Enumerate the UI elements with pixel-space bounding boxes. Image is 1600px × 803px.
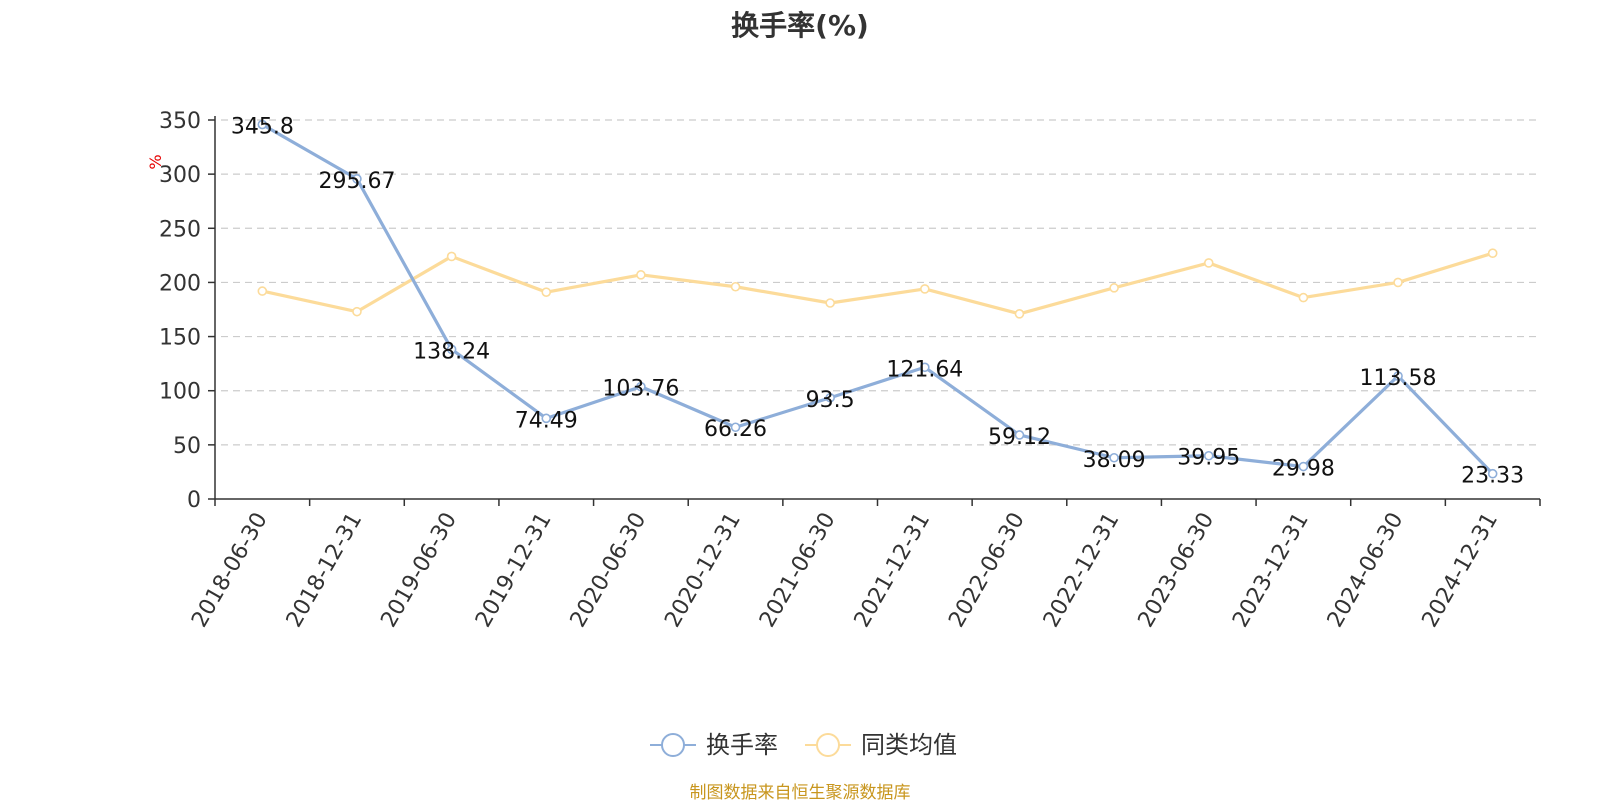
data-label: 295.67 <box>318 169 395 194</box>
data-point <box>1109 283 1119 293</box>
data-label: 113.58 <box>1360 366 1437 391</box>
data-label: 59.12 <box>988 425 1051 450</box>
data-point <box>920 362 930 373</box>
x-tick-label: 2023-12-31 <box>1228 509 1314 632</box>
data-label: 103.76 <box>602 377 679 402</box>
y-tick-label: 50 <box>173 434 201 459</box>
x-tick-label: 2022-06-30 <box>944 509 1030 632</box>
series <box>257 119 1498 479</box>
data-point <box>636 270 646 280</box>
data-labels: 345.8 295.67 138.24 74.49 103.76 66.26 93.5 121… <box>231 115 1524 489</box>
data-point <box>352 306 362 317</box>
data-point <box>920 284 930 294</box>
data-point <box>541 287 552 297</box>
legend[interactable]: 换手率 同类均值 <box>650 731 957 759</box>
data-label: 74.49 <box>515 408 578 433</box>
x-tick-label: 2019-06-30 <box>376 509 462 632</box>
y-tick-label: 0 <box>187 488 201 513</box>
data-point <box>1109 452 1119 463</box>
y-tick-label: 250 <box>159 217 201 242</box>
legend-circle-swatch <box>661 733 685 757</box>
data-point <box>1014 430 1025 440</box>
data-point <box>825 392 835 403</box>
data-point <box>446 251 457 262</box>
x-tick-label: 2021-12-31 <box>850 509 936 632</box>
y-tick-label: 150 <box>159 326 201 351</box>
y-tick-label: 350 <box>159 109 201 134</box>
legend-circle-swatch <box>816 733 840 757</box>
data-point <box>1487 248 1498 258</box>
x-tick-label: 2024-12-31 <box>1417 509 1503 632</box>
x-tick-label: 2018-12-31 <box>282 509 368 632</box>
data-point <box>825 298 835 308</box>
data-point <box>257 119 268 130</box>
data-point <box>730 422 741 433</box>
y-tick-label: 100 <box>159 380 201 405</box>
y-axis-unit: % <box>146 154 165 169</box>
data-point <box>1393 371 1403 381</box>
legend-item[interactable]: 换手率 <box>650 731 778 759</box>
data-point <box>541 413 552 424</box>
y-tick-label: 300 <box>159 163 201 188</box>
grid-lines <box>221 119 1540 446</box>
y-tick-label: 200 <box>159 271 201 296</box>
data-label: 93.5 <box>806 388 855 413</box>
x-tick-label: 2023-06-30 <box>1134 509 1220 632</box>
legend-item[interactable]: 同类均值 <box>805 731 957 759</box>
data-point <box>636 381 646 392</box>
data-point <box>352 174 362 184</box>
data-label: 121.64 <box>886 357 963 382</box>
data-point <box>1014 309 1025 319</box>
x-tick-label: 2024-06-30 <box>1323 509 1409 632</box>
data-label: 39.95 <box>1177 446 1240 471</box>
data-label: 23.33 <box>1461 464 1524 489</box>
source-note: 制图数据来自恒生聚源数据库 <box>689 783 911 803</box>
chart-title: 换手率(%) <box>731 9 869 42</box>
x-tick-label: 2018-06-30 <box>187 509 273 632</box>
x-tick-label: 2022-12-31 <box>1039 509 1125 632</box>
data-point <box>257 286 268 296</box>
legend-label: 同类均值 <box>861 731 957 759</box>
data-label: 345.8 <box>231 115 294 140</box>
series-line-1 <box>261 251 1494 316</box>
data-point <box>1203 258 1214 268</box>
data-label: 38.09 <box>1083 448 1146 473</box>
x-tick-label: 2021-06-30 <box>755 509 841 632</box>
data-label: 66.26 <box>704 417 767 442</box>
data-point <box>1487 468 1498 479</box>
legend-label: 换手率 <box>706 731 778 759</box>
data-label: 138.24 <box>413 339 490 364</box>
data-point <box>1393 277 1403 288</box>
series-line-0 <box>261 123 1494 475</box>
data-point <box>730 281 741 292</box>
data-point <box>1298 292 1309 303</box>
data-point <box>446 344 457 355</box>
data-point <box>1298 461 1309 472</box>
x-tick-label: 2020-12-31 <box>660 509 746 632</box>
x-tick-label: 2019-12-31 <box>471 509 557 632</box>
data-point <box>1203 450 1214 461</box>
data-label: 29.98 <box>1272 457 1335 482</box>
x-tick-label: 2020-06-30 <box>566 509 652 632</box>
